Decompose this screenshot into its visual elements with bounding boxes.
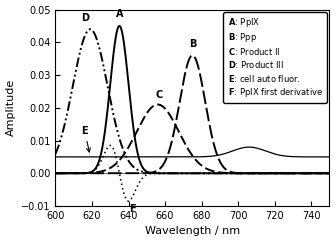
Text: B: B [189, 39, 196, 49]
Text: E: E [81, 126, 90, 152]
Text: A: A [116, 9, 123, 19]
Text: F: F [129, 204, 135, 214]
Text: C: C [156, 90, 163, 100]
Legend: $\mathbf{A}$: PpIX, $\mathbf{B}$: Ppp, $\mathbf{C}$: Product II, $\mathbf{D}$: P: $\mathbf{A}$: PpIX, $\mathbf{B}$: Ppp, $… [223, 12, 327, 103]
X-axis label: Wavelength / nm: Wavelength / nm [145, 227, 240, 236]
Text: D: D [81, 13, 89, 23]
Y-axis label: Amplitude: Amplitude [6, 79, 15, 136]
